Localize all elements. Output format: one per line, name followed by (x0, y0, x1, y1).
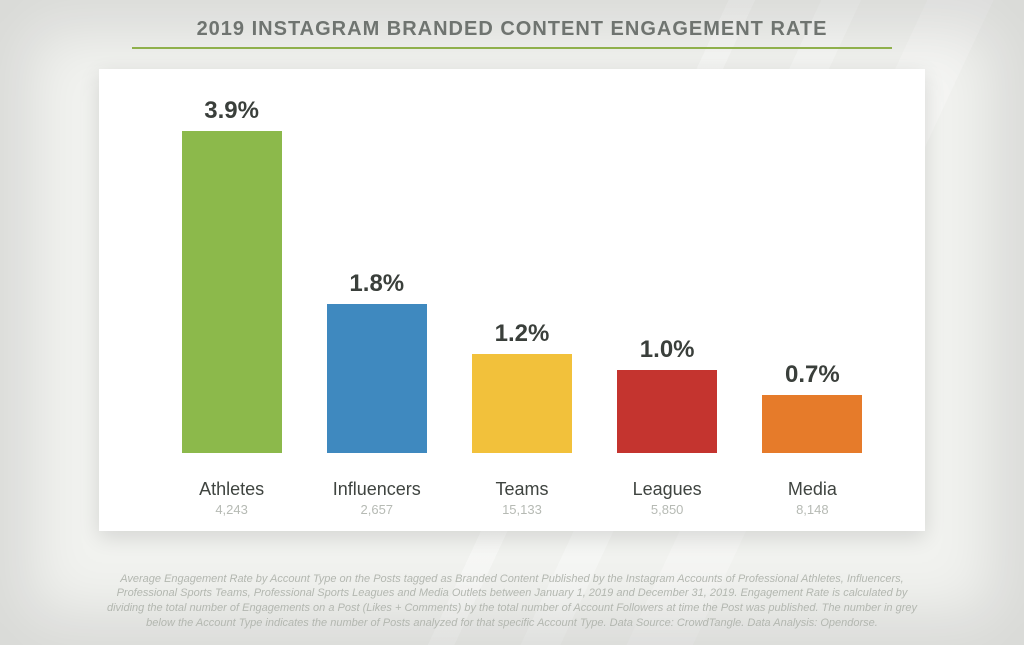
bar-value-label: 1.2% (495, 320, 550, 348)
bar-value-label: 1.0% (640, 336, 695, 364)
x-axis-label: Leagues 5,850 (595, 479, 740, 517)
bar-value-label: 0.7% (785, 361, 840, 389)
plot-area: 3.9% 1.8% 1.2% 1.0% 0.7% (159, 89, 885, 453)
bars-container: 3.9% 1.8% 1.2% 1.0% 0.7% (159, 89, 885, 453)
bar-group: 1.2% (449, 320, 594, 453)
x-axis-label: Media 8,148 (740, 479, 885, 517)
category-subcount: 4,243 (159, 502, 304, 517)
category-label: Influencers (304, 479, 449, 500)
x-axis-labels: Athletes 4,243Influencers 2,657Teams 15,133… (159, 479, 885, 517)
x-axis-label: Teams 15,133 (449, 479, 594, 517)
bar (762, 395, 862, 453)
category-subcount: 8,148 (740, 502, 885, 517)
chart-card: 3.9% 1.8% 1.2% 1.0% 0.7% Athletes 4,243Influe… (99, 69, 925, 531)
category-subcount: 15,133 (449, 502, 594, 517)
x-axis-label: Athletes 4,243 (159, 479, 304, 517)
category-label: Media (740, 479, 885, 500)
bar (617, 370, 717, 453)
bar-group: 1.8% (304, 270, 449, 453)
footnote: Average Engagement Rate by Account Type … (100, 572, 924, 631)
title-underline (132, 47, 892, 49)
bar-value-label: 1.8% (349, 270, 404, 298)
category-label: Teams (449, 479, 594, 500)
page: 2019 INSTAGRAM BRANDED CONTENT ENGAGEMEN… (0, 0, 1024, 645)
category-subcount: 5,850 (595, 502, 740, 517)
bar (182, 131, 282, 453)
x-axis-label: Influencers 2,657 (304, 479, 449, 517)
category-label: Leagues (595, 479, 740, 500)
bar-group: 0.7% (740, 361, 885, 453)
bar-value-label: 3.9% (204, 97, 259, 125)
bar-group: 1.0% (595, 336, 740, 453)
bar-group: 3.9% (159, 97, 304, 453)
bar (327, 304, 427, 453)
category-subcount: 2,657 (304, 502, 449, 517)
chart-title: 2019 INSTAGRAM BRANDED CONTENT ENGAGEMEN… (0, 0, 1024, 47)
category-label: Athletes (159, 479, 304, 500)
bar (472, 354, 572, 453)
